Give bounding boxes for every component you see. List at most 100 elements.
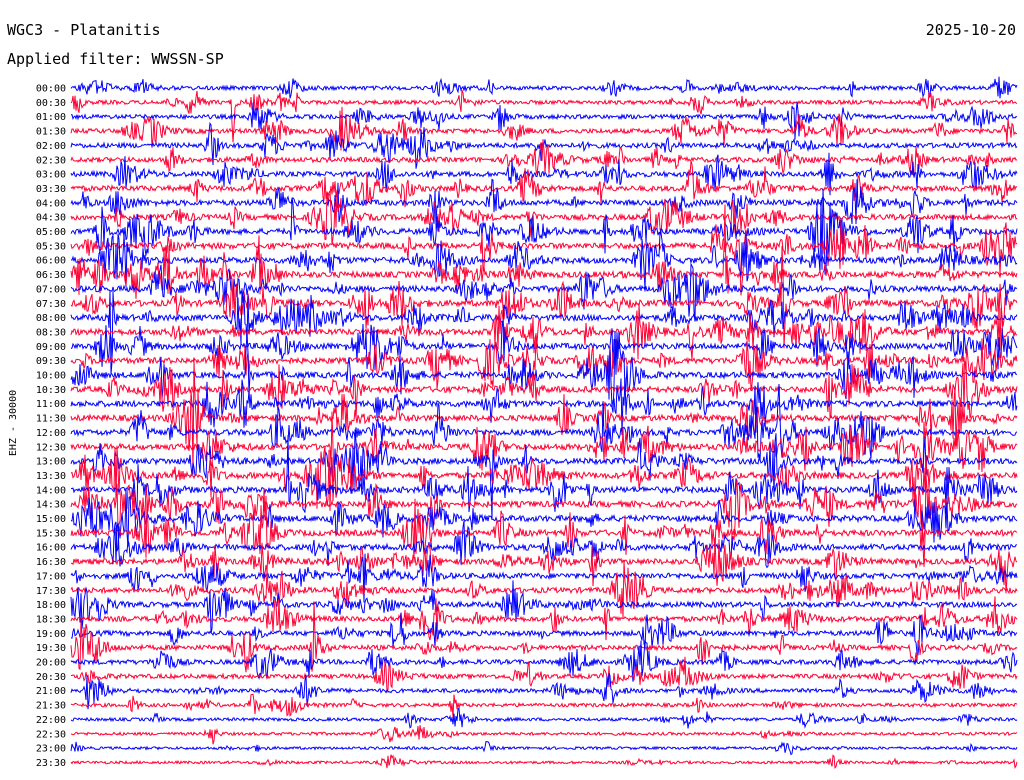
row-tick-label: 18:00 <box>36 600 66 611</box>
trace-11:30 <box>70 359 1018 475</box>
trace-06:00 <box>70 231 1018 290</box>
trace-19:30 <box>70 601 1018 673</box>
row-tick-label: 15:30 <box>36 528 66 539</box>
trace-17:30 <box>70 560 1018 619</box>
trace-18:30 <box>70 596 1018 642</box>
row-tick-label: 00:00 <box>36 84 66 95</box>
row-tick-label: 04:00 <box>36 198 66 209</box>
row-tick-label: 20:30 <box>36 672 66 683</box>
row-tick-label: 10:00 <box>36 371 66 382</box>
y-axis-label: EHZ - 30000 <box>8 390 19 456</box>
trace-20:00 <box>70 639 1018 682</box>
trace-15:30 <box>70 488 1018 563</box>
row-tick-label: 02:00 <box>36 141 66 152</box>
trace-17:00 <box>70 553 1018 603</box>
row-tick-label: 19:00 <box>36 629 66 640</box>
trace-19:00 <box>70 612 1018 656</box>
trace-10:30 <box>70 359 1018 419</box>
row-tick-label: 17:30 <box>36 586 66 597</box>
trace-01:00 <box>70 101 1018 140</box>
row-tick-label: 03:30 <box>36 184 66 195</box>
trace-13:00 <box>70 429 1018 519</box>
trace-20:30 <box>71 656 1018 693</box>
row-tick-label: 11:30 <box>36 414 66 425</box>
row-tick-label: 08:00 <box>36 313 66 324</box>
row-tick-label: 17:00 <box>36 571 66 582</box>
row-tick-label: 03:00 <box>36 170 66 181</box>
row-tick-label: 21:00 <box>36 686 66 697</box>
trace-16:30 <box>70 537 1018 594</box>
trace-22:30 <box>70 725 1018 745</box>
row-tick-label: 05:30 <box>36 241 66 252</box>
trace-07:30 <box>70 245 1018 349</box>
row-tick-label: 13:30 <box>36 471 66 482</box>
row-tick-label: 15:00 <box>36 514 66 525</box>
row-tick-label: 22:30 <box>36 729 66 740</box>
row-tick-label: 12:30 <box>36 442 66 453</box>
row-tick-label: 16:30 <box>36 557 66 568</box>
filter-label: Applied filter: WWSSN-SP <box>7 50 224 68</box>
row-tick-label: 14:30 <box>36 500 66 511</box>
row-tick-label: 01:30 <box>36 127 66 138</box>
trace-07:00 <box>70 262 1018 319</box>
trace-06:30 <box>70 204 1018 299</box>
trace-23:30 <box>70 754 1018 770</box>
trace-00:00 <box>70 76 1018 100</box>
trace-14:30 <box>70 476 1018 568</box>
trace-09:30 <box>70 333 1018 392</box>
row-tick-label: 06:30 <box>36 270 66 281</box>
row-tick-label: 07:00 <box>36 284 66 295</box>
trace-13:30 <box>70 445 1018 511</box>
trace-18:00 <box>70 580 1018 634</box>
row-tick-label: 12:00 <box>36 428 66 439</box>
trace-23:00 <box>70 741 1018 756</box>
row-tick-label: 02:30 <box>36 155 66 166</box>
date-label: 2025-10-20 <box>925 21 1016 39</box>
row-tick-label: 20:00 <box>36 658 66 669</box>
trace-14:00 <box>70 435 1018 515</box>
trace-08:00 <box>70 288 1018 375</box>
row-tick-label: 23:30 <box>36 758 66 769</box>
trace-04:30 <box>70 189 1018 245</box>
row-tick-label: 06:00 <box>36 256 66 267</box>
row-tick-label: 01:00 <box>36 112 66 123</box>
trace-21:30 <box>70 693 1018 718</box>
trace-09:00 <box>70 320 1018 371</box>
row-tick-label: 16:00 <box>36 543 66 554</box>
station-title: WGC3 - Platanitis <box>7 21 161 39</box>
row-tick-label: 08:30 <box>36 327 66 338</box>
trace-05:30 <box>70 219 1018 296</box>
trace-10:00 <box>70 331 1018 413</box>
row-tick-label: 23:00 <box>36 744 66 755</box>
trace-15:00 <box>70 487 1018 552</box>
trace-group <box>70 76 1018 770</box>
trace-00:30 <box>70 90 1018 143</box>
trace-02:30 <box>70 139 1018 178</box>
row-tick-label: 00:30 <box>36 98 66 109</box>
row-tick-label: 11:00 <box>36 399 66 410</box>
trace-01:30 <box>70 106 1017 151</box>
row-tick-label: 13:00 <box>36 457 66 468</box>
trace-22:00 <box>70 707 1018 729</box>
trace-12:00 <box>70 383 1018 462</box>
row-tick-label: 22:00 <box>36 715 66 726</box>
trace-11:00 <box>70 377 1018 436</box>
trace-08:30 <box>70 303 1018 360</box>
row-tick-label: 10:30 <box>36 385 66 396</box>
trace-02:00 <box>70 121 1018 169</box>
row-tick-label: 18:30 <box>36 614 66 625</box>
trace-05:00 <box>70 188 1018 275</box>
trace-04:00 <box>70 178 1018 225</box>
row-tick-label: 05:00 <box>36 227 66 238</box>
trace-21:00 <box>70 672 1018 710</box>
row-tick-label: 07:30 <box>36 299 66 310</box>
row-tick-label: 09:00 <box>36 342 66 353</box>
trace-16:00 <box>70 520 1017 569</box>
trace-03:30 <box>70 160 1018 208</box>
trace-03:00 <box>70 152 1018 196</box>
row-tick-label: 19:30 <box>36 643 66 654</box>
trace-12:30 <box>70 411 1018 475</box>
row-tick-label: 04:30 <box>36 213 66 224</box>
row-tick-label: 21:30 <box>36 701 66 712</box>
